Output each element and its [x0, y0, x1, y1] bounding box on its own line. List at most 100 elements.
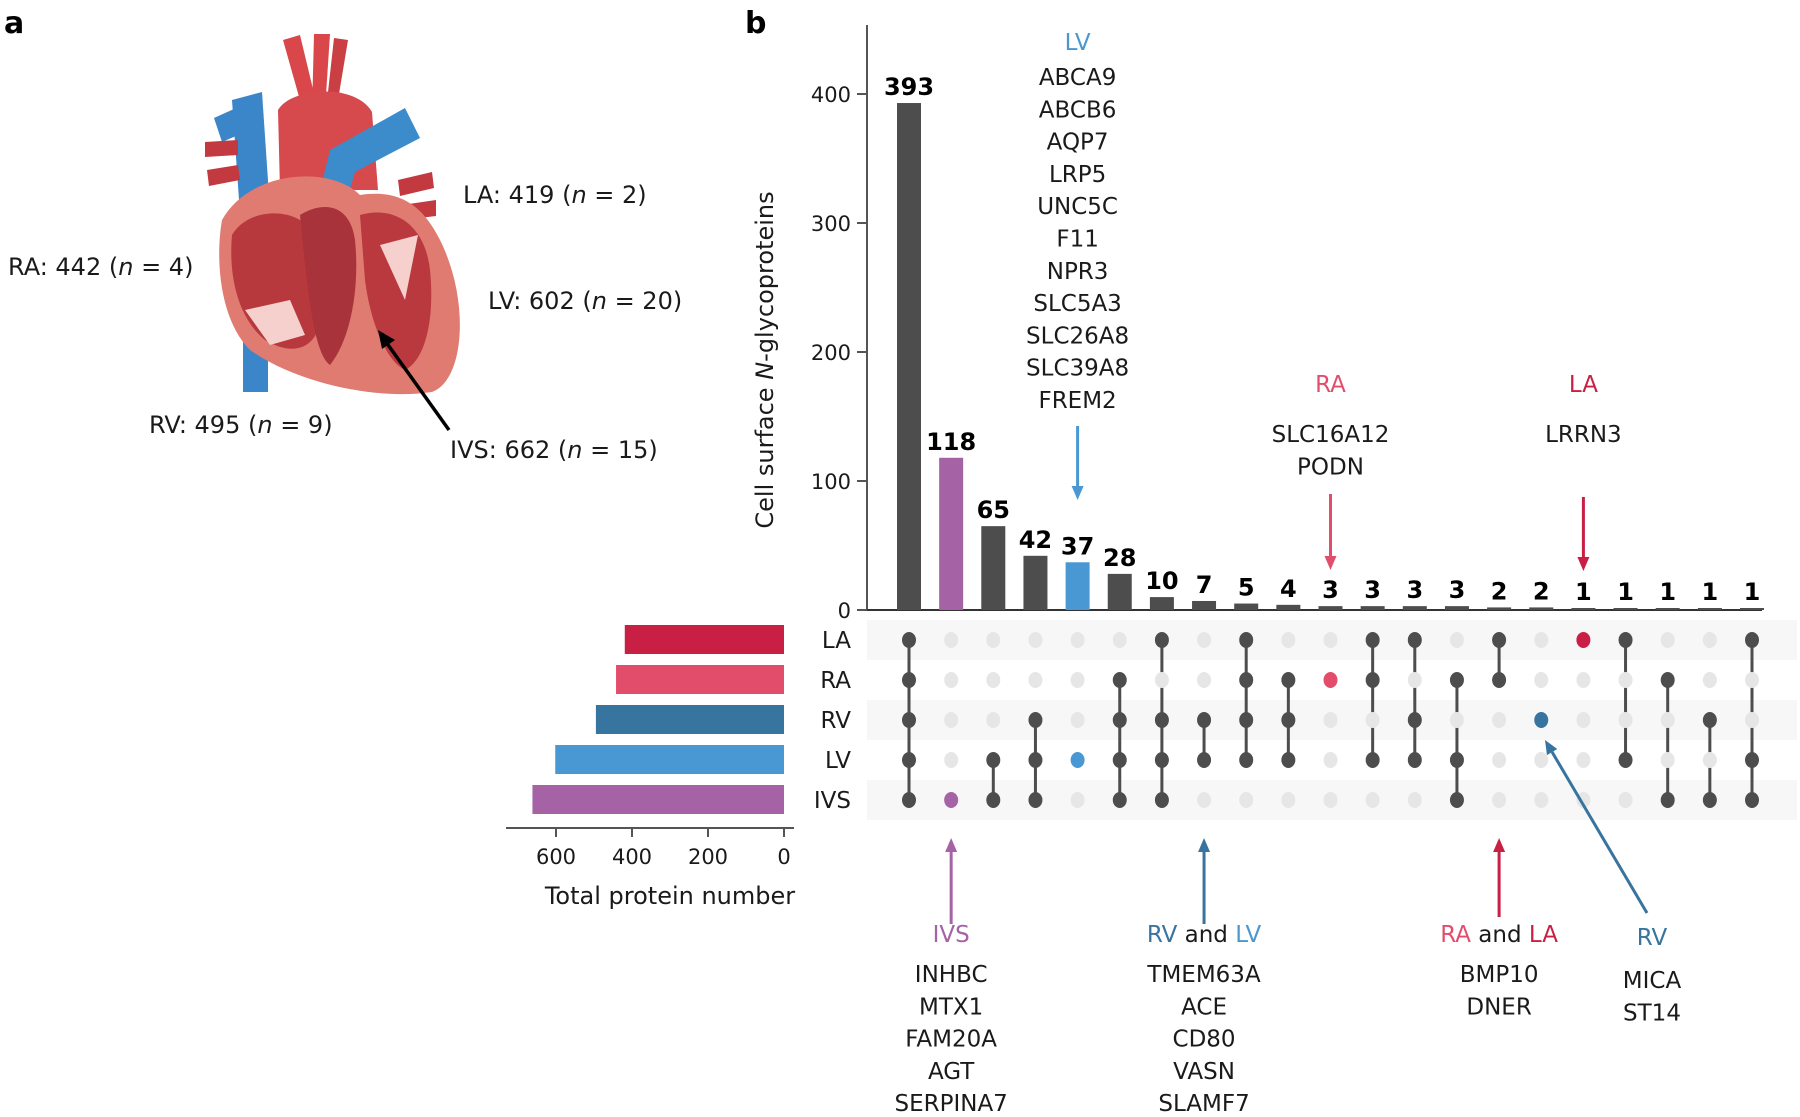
heart-label-prefix: LA: 419 ( — [463, 181, 571, 209]
matrix-dot-active — [902, 752, 916, 768]
matrix-dot-inactive — [1028, 632, 1043, 648]
intersection-bar — [1613, 608, 1638, 610]
matrix-dot-inactive — [1365, 712, 1380, 728]
annotation-title: RA — [1315, 372, 1346, 398]
heart-pulmonary-vein — [205, 140, 238, 157]
matrix-dot-active — [1534, 712, 1549, 728]
intersection-bar-value: 4 — [1280, 575, 1297, 603]
heart-label-prefix: RV: 495 ( — [149, 411, 257, 439]
set-size-x-tick-label: 400 — [612, 845, 652, 869]
intersection-bar — [1655, 608, 1680, 610]
matrix-dot-active — [1197, 712, 1212, 728]
set-size-x-tick-label: 0 — [777, 845, 790, 869]
intersection-bar — [1149, 597, 1174, 610]
matrix-row-label-ivs: IVS — [814, 788, 851, 814]
intersection-bar-value: 118 — [926, 428, 976, 456]
upset-y-label: Cell surface N-glycoproteins — [751, 191, 779, 528]
matrix-dot-inactive — [1449, 712, 1464, 728]
matrix-dot-active — [1281, 752, 1296, 768]
intersection-bar — [1740, 608, 1764, 610]
matrix-dot-active — [944, 792, 959, 808]
annotation-title: RV — [1637, 925, 1668, 951]
matrix-dot-inactive — [1323, 632, 1338, 648]
matrix-dot-active — [1660, 792, 1675, 808]
panel-label-b: b — [745, 6, 766, 41]
intersection-bar-value: 1 — [1659, 578, 1676, 606]
matrix-dot-inactive — [1197, 632, 1212, 648]
gene-label: ST14 — [1623, 1000, 1681, 1026]
annotation-title-part: and — [1471, 922, 1529, 948]
set-size-bar-la — [624, 625, 784, 654]
intersection-bar-value: 7 — [1196, 571, 1213, 599]
intersection-bar — [1192, 600, 1217, 610]
annotation-title: LV — [1065, 30, 1091, 56]
heart-valve — [245, 300, 305, 345]
matrix-dot-inactive — [1281, 792, 1296, 808]
annotation-arrow-head — [1198, 838, 1211, 852]
matrix-dot-inactive — [1576, 712, 1591, 728]
annotation-bottom: IVS INHBC MTX1 FAM20A AGT SERPINA7 — [894, 838, 1008, 1117]
matrix-dot-active — [1112, 792, 1127, 808]
matrix-dot-inactive — [1407, 672, 1422, 688]
annotation-arrow-head — [1545, 740, 1558, 756]
annotation-arrow — [1493, 838, 1506, 917]
annotation-title: RV and LV — [1147, 922, 1262, 948]
matrix-dot-inactive — [1702, 752, 1717, 768]
set-size-x-label: Total protein number — [544, 882, 795, 910]
gene-label: LRP5 — [1049, 162, 1106, 188]
gene-label: FAM20A — [905, 1027, 997, 1053]
gene-label: SLC16A12 — [1272, 422, 1390, 448]
annotation-title: IVS — [933, 922, 970, 948]
matrix-dot-active — [1576, 632, 1591, 648]
upset-y-tick-label: 200 — [811, 341, 851, 365]
matrix-dot-inactive — [1281, 632, 1296, 648]
matrix-dot-inactive — [1197, 672, 1212, 688]
gene-label: MICA — [1623, 968, 1682, 994]
matrix-dot-active — [1492, 632, 1507, 648]
matrix-dot-inactive — [1407, 792, 1422, 808]
matrix-dot-active — [1618, 752, 1633, 768]
gene-label: SLC39A8 — [1026, 356, 1129, 382]
annotation-arrow — [1198, 838, 1211, 924]
matrix-dot-inactive — [944, 752, 959, 768]
matrix-row-label-la: LA — [822, 628, 851, 654]
annotation-arrow — [1071, 426, 1084, 500]
heart-label-prefix: IVS: 662 ( — [450, 436, 567, 464]
matrix-dot-inactive — [1702, 632, 1717, 648]
gene-label: ABCA9 — [1039, 65, 1117, 91]
matrix-dot-active — [1239, 712, 1254, 728]
heart-label-suffix: = 15) — [582, 436, 657, 464]
annotation-bottom: RV and LV TMEM63A ACE CD80 VASN SLAMF7 — [1146, 838, 1262, 1117]
matrix-dot-inactive — [1070, 632, 1085, 648]
matrix-dot-inactive — [1154, 672, 1169, 688]
heart-label-rv: RV: 495 (n = 9) — [149, 411, 333, 439]
intersection-bar — [1065, 562, 1090, 610]
matrix-dot-active — [1365, 632, 1380, 648]
matrix-dot-inactive — [1492, 712, 1507, 728]
annotation-title-part: and — [1177, 922, 1235, 948]
heart-pulmonary-vein — [398, 172, 434, 196]
matrix-dot-active — [1745, 632, 1759, 648]
annotation-title-part: LA — [1529, 922, 1558, 948]
annotation-arrow-head — [1577, 557, 1590, 571]
gene-label: TMEM63A — [1146, 962, 1261, 988]
annotation-title-part: RV — [1637, 925, 1668, 951]
heart-label-ra: RA: 442 (n = 4) — [8, 253, 193, 281]
intersection-bar-value: 3 — [1364, 576, 1381, 604]
heart-label-prefix: RA: 442 ( — [8, 253, 118, 281]
annotation-arrow-head — [1324, 556, 1337, 570]
heart-label-lv: LV: 602 (n = 20) — [488, 287, 682, 315]
intersection-bar-value: 3 — [1449, 576, 1466, 604]
gene-label: INHBC — [915, 962, 988, 988]
heart-label-ivs: IVS: 662 (n = 15) — [450, 436, 658, 464]
annotation-bottom: RV MICA ST14 — [1545, 740, 1681, 1026]
annotation-title-part: RA — [1440, 922, 1471, 948]
matrix-dot-active — [1365, 672, 1380, 688]
matrix-dot-inactive — [1112, 632, 1127, 648]
heart-label-suffix: = 9) — [273, 411, 333, 439]
matrix-dot-inactive — [1660, 752, 1675, 768]
matrix-dot-inactive — [1534, 672, 1549, 688]
set-size-x-tick-label: 600 — [536, 845, 576, 869]
matrix-dot-active — [902, 712, 916, 728]
matrix-dot-active — [1112, 672, 1127, 688]
